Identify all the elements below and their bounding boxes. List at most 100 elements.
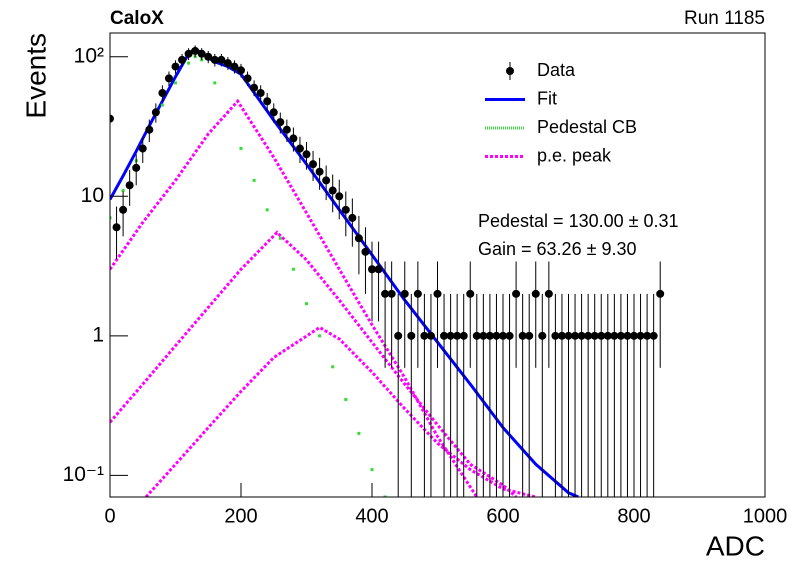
data-point <box>616 331 625 340</box>
data-point <box>577 331 586 340</box>
data-point <box>446 331 455 340</box>
dot <box>252 178 256 182</box>
data-point <box>354 234 363 243</box>
x-tick-label: 200 <box>224 505 257 527</box>
y-tick-label: 10² <box>74 44 104 67</box>
data-point <box>230 62 239 71</box>
plot-area <box>110 45 665 497</box>
data-point <box>407 331 416 340</box>
dot <box>383 495 387 497</box>
dot <box>370 468 374 472</box>
x-tick-label: 800 <box>617 505 650 527</box>
data-point <box>603 331 612 340</box>
data-point <box>145 125 154 134</box>
data-point <box>191 46 200 55</box>
data-point <box>544 289 553 298</box>
data-point <box>610 331 619 340</box>
dot <box>291 267 295 271</box>
legend-label: Fit <box>537 88 557 108</box>
dot <box>213 81 217 85</box>
data-point <box>584 331 593 340</box>
y-axis-label: Events <box>20 33 51 119</box>
dot <box>278 236 282 240</box>
data-point <box>322 176 331 185</box>
data-point <box>571 331 580 340</box>
data-point <box>656 289 665 298</box>
x-tick-label: 400 <box>355 505 388 527</box>
data-point <box>348 213 357 222</box>
dot <box>110 216 112 220</box>
data-point <box>374 265 383 274</box>
data-point <box>276 118 285 127</box>
data-point <box>381 289 390 298</box>
data-point <box>197 49 206 58</box>
data-point <box>151 108 160 117</box>
data-point <box>564 331 573 340</box>
dashed-line <box>110 98 537 497</box>
data-point <box>394 331 403 340</box>
data-point <box>335 192 344 201</box>
dot <box>357 431 361 435</box>
data-point <box>204 52 213 61</box>
data-point <box>158 88 167 97</box>
data-point <box>472 331 481 340</box>
data-point <box>531 289 540 298</box>
data-point <box>110 114 114 123</box>
data-point <box>361 247 370 256</box>
data-point <box>171 62 180 71</box>
data-point <box>132 163 141 172</box>
data-point <box>210 55 219 64</box>
annotation: Pedestal = 130.00 ± 0.31 <box>478 211 679 231</box>
data-point <box>263 97 272 106</box>
data-point <box>420 331 429 340</box>
dot <box>239 147 243 151</box>
data-point <box>551 331 560 340</box>
data-point <box>518 331 527 340</box>
x-tick-label: 0 <box>104 505 115 527</box>
data-point <box>400 289 409 298</box>
axes: 0 200 400 600 800 1000 10⁻¹ 1 10 10² <box>63 44 788 527</box>
data-point <box>164 74 173 83</box>
data-point <box>295 144 304 153</box>
data-point <box>269 108 278 117</box>
run-label: Run 1185 <box>684 8 765 29</box>
dot <box>305 302 308 306</box>
data-point <box>597 331 606 340</box>
y-tick-label: 10⁻¹ <box>63 463 104 486</box>
legend-label: p.e. peak <box>537 145 612 165</box>
data-point <box>505 331 514 340</box>
dot <box>174 81 177 85</box>
data-point <box>636 331 645 340</box>
data-point <box>538 331 547 340</box>
dot <box>344 397 348 401</box>
data-point <box>479 331 488 340</box>
data-point <box>492 331 501 340</box>
data-point <box>499 331 507 340</box>
data-point <box>485 331 494 340</box>
legend-symbol <box>506 67 514 75</box>
data-point <box>453 331 462 340</box>
chart-title: CaloX <box>110 8 164 29</box>
dot <box>121 189 125 193</box>
data-point <box>237 66 245 75</box>
data-point <box>289 134 298 143</box>
data-point <box>623 331 632 340</box>
data-point <box>178 55 187 64</box>
data-point <box>440 331 449 340</box>
data-point <box>643 331 652 340</box>
data-point <box>368 265 376 274</box>
dot <box>187 61 191 65</box>
data-point <box>590 331 599 340</box>
data-point <box>512 289 521 298</box>
data-point <box>315 167 324 176</box>
x-tick-label: 1000 <box>743 505 788 527</box>
data-point <box>184 49 193 58</box>
data-point <box>125 181 134 190</box>
data-point <box>256 88 265 97</box>
data-point <box>309 160 318 169</box>
y-tick-label: 10 <box>81 184 104 207</box>
y-tick-label: 1 <box>92 323 104 346</box>
x-axis-label: ADC <box>706 530 765 561</box>
data-point <box>557 331 566 340</box>
